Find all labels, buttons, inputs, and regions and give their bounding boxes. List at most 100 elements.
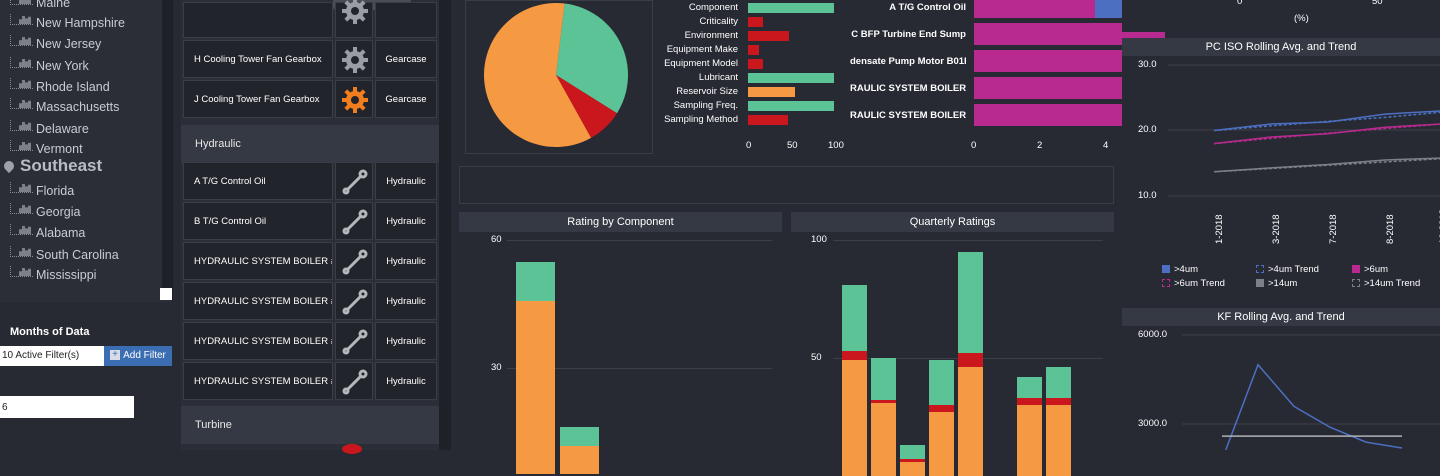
pie-slice[interactable] [484, 3, 592, 148]
equipment-scrollbar[interactable] [439, 0, 451, 450]
active-filters-dropdown[interactable]: 10 Active Filter(s) [0, 346, 104, 366]
legend-item[interactable]: >4um [1162, 264, 1198, 275]
bar[interactable] [748, 17, 763, 27]
bar-segment[interactable] [958, 353, 983, 368]
tree-item[interactable]: Maine [10, 0, 70, 10]
tree-item[interactable]: Alabama [10, 224, 85, 240]
tree-item[interactable]: South Carolina [10, 246, 119, 262]
tree-item[interactable]: New York [10, 57, 89, 73]
add-filter-button[interactable]: + Add Filter [104, 346, 172, 366]
series-line[interactable] [1213, 157, 1440, 173]
tree-item[interactable]: Georgia [10, 203, 80, 219]
bar-segment[interactable] [929, 412, 954, 476]
bar-segment[interactable] [1017, 398, 1042, 406]
bar[interactable] [748, 101, 834, 111]
list-item[interactable]: HYDRAULIC SYSTEM BOILER #3 Hydraulic [183, 322, 437, 360]
building-icon [10, 203, 33, 214]
bar-segment[interactable] [958, 251, 983, 354]
list-item[interactable]: HYDRAULIC SYSTEM BOILER #1 Hydraulic [183, 242, 437, 280]
list-item[interactable]: HYDRAULIC SYSTEM BOILER #4 Hydraulic [183, 362, 437, 400]
pie-slice[interactable] [556, 3, 628, 114]
tree-checkbox[interactable] [160, 288, 172, 300]
list-item[interactable] [183, 0, 437, 38]
bar-segment[interactable] [958, 367, 983, 476]
series-line[interactable] [1213, 123, 1440, 145]
legend-item[interactable]: >6um Trend [1162, 278, 1225, 289]
list-item[interactable]: J Cooling Tower Fan Gearbox Gearcase [183, 80, 437, 118]
series-line[interactable] [1213, 111, 1440, 132]
legend-label: >4um Trend [1268, 264, 1319, 275]
bar-segment[interactable] [842, 360, 867, 476]
bar-segment[interactable] [900, 459, 925, 462]
bar-segment[interactable] [516, 261, 555, 301]
tree-item[interactable]: Delaware [10, 120, 89, 136]
bar[interactable] [748, 31, 790, 41]
bar-segment[interactable] [900, 445, 925, 460]
legend-item[interactable]: >14um [1256, 278, 1297, 289]
bar-segment[interactable] [871, 358, 896, 401]
bar-segment[interactable] [1046, 398, 1071, 406]
bar-segment[interactable] [1017, 376, 1042, 399]
tree-item[interactable]: Florida [10, 182, 74, 198]
bar[interactable] [748, 45, 760, 55]
bar[interactable] [974, 77, 1166, 99]
bar-segment[interactable] [1017, 405, 1042, 476]
x-tick: 8-2018 [1385, 214, 1396, 244]
gridline [833, 240, 1103, 241]
legend-label: >6um [1364, 264, 1389, 275]
bar-label: densate Pump Motor B01B [850, 56, 966, 67]
bar-segment[interactable] [842, 284, 867, 351]
tree-item[interactable]: Mississippi [10, 266, 96, 282]
bar-segment[interactable] [929, 405, 954, 413]
pie-slice[interactable] [556, 75, 618, 138]
tree-item[interactable]: Vermont [10, 140, 83, 156]
legend-item[interactable]: >6um [1352, 264, 1388, 275]
bar-segment[interactable] [1046, 367, 1071, 399]
y-tick: 6000.0 [1138, 329, 1168, 340]
list-item[interactable]: H Cooling Tower Fan Gearbox Gearcase [183, 40, 437, 78]
group-header-hydraulic[interactable]: Hydraulic [181, 125, 439, 163]
bar-segment[interactable] [900, 461, 925, 476]
bar[interactable] [748, 73, 834, 83]
bar-segment[interactable] [842, 350, 867, 361]
tree-item[interactable]: Massachusetts [10, 98, 120, 114]
bar-segment[interactable] [871, 402, 896, 476]
bar-segment[interactable] [560, 446, 599, 474]
legend-item[interactable]: >4um Trend [1256, 264, 1319, 275]
tree-item[interactable]: New Hampshire [10, 14, 125, 30]
bar-segment[interactable] [516, 300, 555, 474]
series-line[interactable] [1213, 158, 1440, 173]
tree-item[interactable]: New Jersey [10, 35, 101, 51]
tree-item-label: Massachusetts [36, 100, 120, 114]
bar[interactable] [974, 23, 1166, 45]
bar-segment[interactable] [560, 426, 599, 447]
bar[interactable] [974, 104, 1166, 126]
bar[interactable] [974, 0, 1096, 18]
equipment-name: H Cooling Tower Fan Gearbox [183, 40, 333, 78]
equipment-type: Hydraulic [375, 242, 437, 280]
bar[interactable] [748, 59, 763, 69]
list-item[interactable]: B T/G Control Oil Hydraulic [183, 202, 437, 240]
bar-segment[interactable] [1046, 405, 1071, 476]
list-item[interactable]: A T/G Control Oil Hydraulic [183, 162, 437, 200]
group-header-turbine[interactable]: Turbine [181, 406, 439, 444]
legend-item[interactable]: >14um Trend [1352, 278, 1420, 289]
cell [335, 40, 373, 78]
building-icon [10, 266, 33, 277]
equipment-name: HYDRAULIC SYSTEM BOILER #2 [183, 282, 333, 320]
bar[interactable] [748, 115, 789, 125]
bar[interactable] [748, 87, 796, 97]
list-item[interactable]: HYDRAULIC SYSTEM BOILER #2 Hydraulic [183, 282, 437, 320]
series-line[interactable] [1213, 123, 1440, 145]
tree-item[interactable]: Rhode Island [10, 78, 110, 94]
series-line[interactable] [1222, 363, 1403, 450]
series-line[interactable] [1213, 110, 1440, 132]
tree-region-southeast[interactable]: Southeast [1, 156, 102, 176]
bar[interactable] [974, 50, 1166, 72]
months-input[interactable] [0, 396, 134, 418]
bar-segment[interactable] [929, 360, 954, 406]
legend-swatch [1256, 265, 1264, 274]
bar-segment[interactable] [871, 400, 896, 403]
tree-scrollbar[interactable] [162, 0, 172, 290]
bar[interactable] [748, 3, 834, 13]
